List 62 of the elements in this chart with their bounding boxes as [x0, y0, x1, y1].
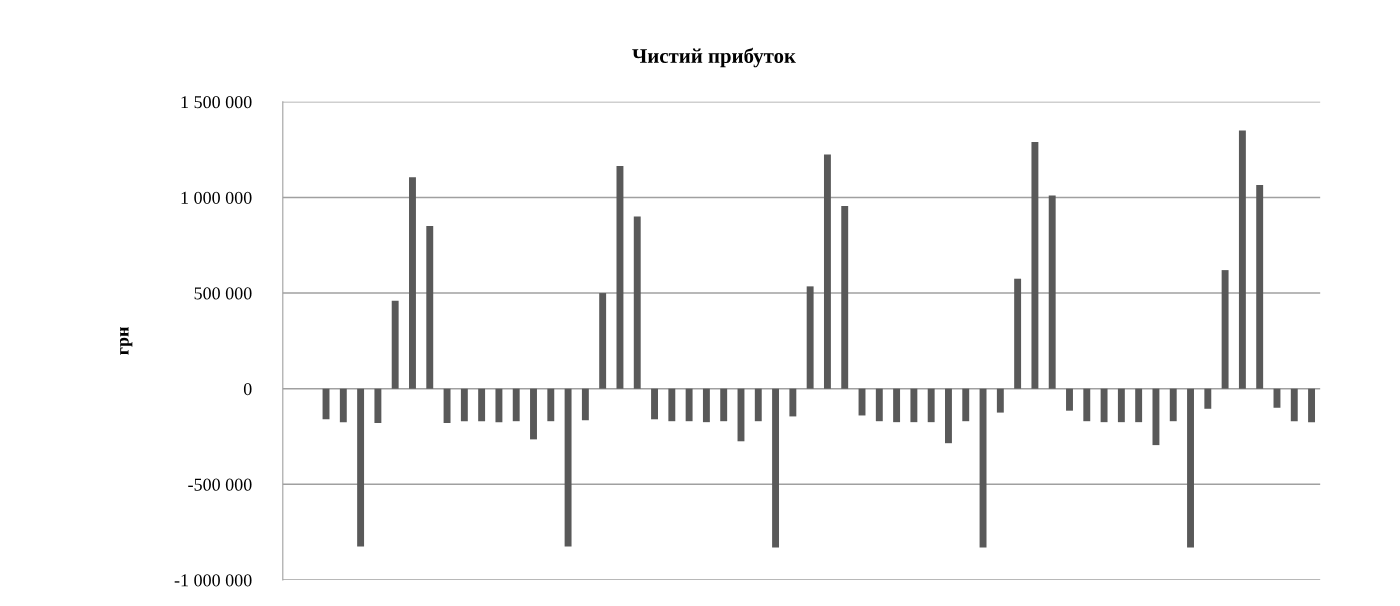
chart-title: Чистий прибуток [632, 47, 796, 68]
y-tick-label: -500 000 [188, 478, 252, 491]
bar [1169, 388, 1177, 422]
bar [547, 388, 555, 422]
bar [1066, 388, 1073, 411]
y-tick-label: 0 [243, 382, 252, 396]
bar [1152, 388, 1160, 446]
bar [1238, 130, 1246, 389]
bar [702, 388, 710, 423]
bar [478, 388, 486, 422]
bar [1031, 141, 1039, 389]
bar [754, 388, 762, 422]
bar [685, 388, 693, 422]
y-tick-label: 1 500 000 [181, 96, 252, 109]
bar [374, 388, 382, 424]
bar [806, 286, 814, 389]
bar [339, 388, 347, 423]
y-axis-title: грн [119, 327, 133, 355]
bar [1014, 278, 1022, 389]
y-tick-label: 1 000 000 [181, 191, 252, 204]
bar [1308, 388, 1316, 423]
bar [512, 388, 520, 422]
bar [1256, 185, 1264, 389]
bar [1083, 388, 1091, 422]
bar [1117, 388, 1125, 423]
bar [772, 388, 780, 548]
bar [633, 216, 641, 389]
bar [495, 388, 503, 423]
bar [875, 388, 883, 422]
bar [1187, 388, 1194, 548]
bar [426, 226, 434, 389]
bar [823, 154, 831, 389]
bar [391, 300, 399, 389]
bar [910, 388, 918, 423]
bar [616, 165, 624, 389]
bar [1100, 388, 1108, 423]
y-tick-label: -1 000 000 [174, 574, 252, 587]
y-tick-label: 500 000 [194, 287, 252, 300]
bar [581, 388, 589, 421]
bar [1135, 388, 1143, 423]
bar [996, 388, 1004, 413]
bar [979, 388, 987, 548]
bar [651, 388, 658, 420]
bar [789, 388, 797, 417]
bar [893, 388, 901, 423]
bar [1290, 388, 1298, 422]
bar [409, 177, 416, 389]
bar [564, 388, 572, 547]
bar [599, 293, 607, 389]
bar [1221, 270, 1229, 389]
bar [668, 388, 676, 422]
bar [962, 388, 970, 422]
bar [357, 388, 365, 547]
bar [1048, 195, 1056, 389]
bar [945, 388, 952, 444]
bar [443, 388, 451, 424]
bar [841, 206, 849, 389]
bar [927, 388, 935, 423]
bar [460, 388, 468, 422]
bar [720, 388, 728, 422]
bar [530, 388, 537, 440]
bar [1204, 388, 1212, 409]
